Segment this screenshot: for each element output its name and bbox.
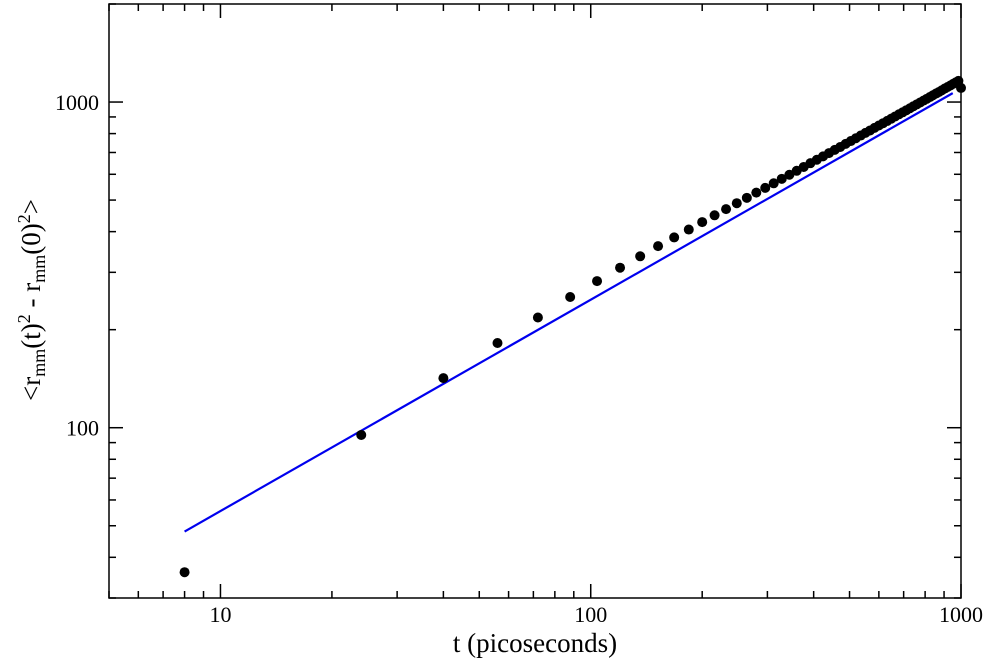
y-axis-label-part: - r bbox=[16, 283, 46, 314]
data-point bbox=[592, 276, 603, 287]
data-point bbox=[697, 217, 708, 228]
y-axis-ticks bbox=[109, 3, 961, 599]
data-point bbox=[565, 291, 576, 302]
fit-line bbox=[184, 92, 954, 533]
x-axis-ticks bbox=[108, 4, 962, 598]
y-axis-label-part: > bbox=[16, 199, 46, 214]
plot-frame bbox=[108, 3, 962, 599]
y-axis-label-part: (0) bbox=[16, 223, 46, 254]
y-axis-label-part: (t) bbox=[16, 323, 46, 348]
data-point bbox=[615, 262, 626, 273]
data-point bbox=[731, 198, 742, 209]
data-point bbox=[784, 169, 795, 180]
x-axis-tick-labels: 10 100 1000 bbox=[209, 602, 983, 627]
data-point bbox=[532, 312, 543, 323]
y-axis-tick-labels: 100 1000 bbox=[55, 90, 99, 441]
y-tick-label: 100 bbox=[66, 416, 99, 441]
y-axis-label-part: mm bbox=[29, 255, 49, 283]
x-tick-label: 10 bbox=[209, 602, 231, 627]
y-tick-label: 1000 bbox=[55, 90, 99, 115]
data-point bbox=[635, 251, 646, 262]
data-point bbox=[751, 187, 762, 198]
y-axis-label: <rmm(t)2 - rmm(0)2> bbox=[14, 199, 49, 401]
x-tick-label: 100 bbox=[574, 602, 607, 627]
data-point bbox=[438, 373, 449, 384]
data-point bbox=[721, 204, 732, 215]
x-tick-label: 1000 bbox=[939, 602, 983, 627]
x-axis-label: t (picoseconds) bbox=[453, 628, 617, 658]
data-point bbox=[956, 82, 966, 93]
y-axis-label-part: 2 bbox=[14, 314, 34, 323]
y-axis-label-part: 2 bbox=[14, 214, 34, 223]
series-layer bbox=[179, 75, 966, 578]
y-axis-label-part: mm bbox=[29, 349, 49, 377]
data-point bbox=[776, 173, 787, 184]
data-point bbox=[709, 210, 720, 221]
data-point bbox=[683, 224, 694, 235]
data-point bbox=[179, 567, 190, 578]
data-point bbox=[356, 429, 367, 440]
data-point bbox=[669, 232, 680, 243]
y-axis-label-part: <r bbox=[16, 377, 46, 401]
data-point bbox=[768, 178, 779, 189]
data-point bbox=[653, 241, 664, 252]
data-point bbox=[741, 192, 752, 203]
data-point bbox=[760, 182, 771, 193]
data-point bbox=[492, 338, 503, 349]
